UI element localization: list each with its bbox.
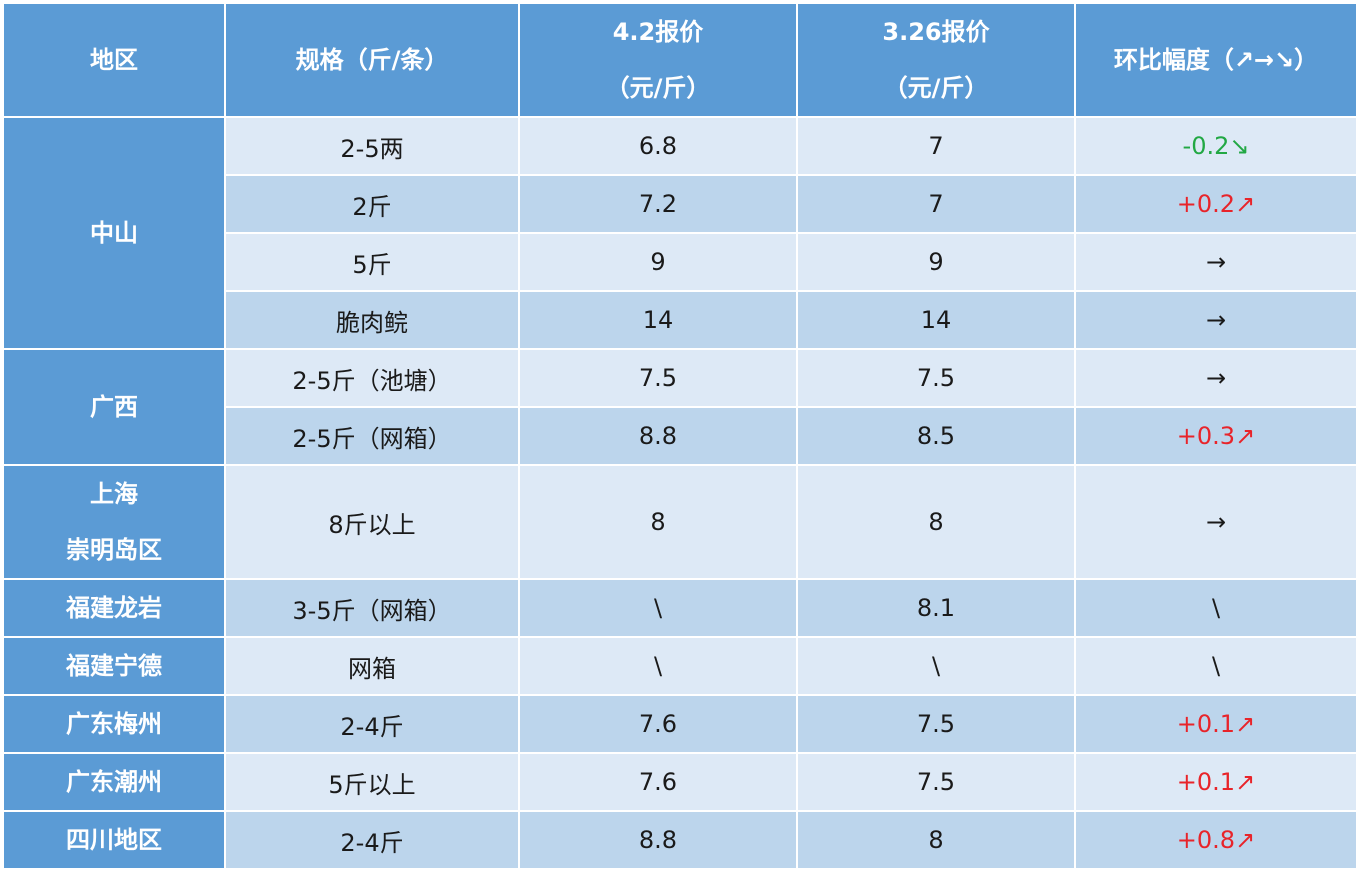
spec-cell: 5斤: [224, 232, 520, 292]
current-price-cell: 7.6: [518, 694, 798, 754]
table-row: 广西 2-5斤（池塘） 7.5 7.5 →: [2, 348, 1358, 466]
prev-price-cell: 7: [796, 174, 1076, 234]
region-shanghai: 上海 崇明岛区: [2, 464, 226, 580]
prev-price-cell: 7.5: [796, 694, 1076, 754]
change-cell: +0.1↗: [1074, 694, 1358, 754]
header-row: 地区 规格（斤/条） 4.2报价 （元/斤） 3.26报价 （元/斤） 环比幅度…: [2, 2, 1358, 118]
region-guangdong-meizhou: 广东梅州: [2, 694, 226, 754]
prev-price-cell: 14: [796, 290, 1076, 350]
header-price-current-unit: （元/斤）: [605, 74, 711, 102]
current-price-cell: 7.6: [518, 752, 798, 812]
current-price-cell: 14: [518, 290, 798, 350]
change-cell: →: [1074, 232, 1358, 292]
table-row: 5斤 9 9 →: [3, 232, 1358, 292]
spec-cell: 5斤以上: [224, 752, 520, 812]
prev-price-cell: 7: [796, 116, 1076, 176]
spec-cell: 2-5斤（网箱）: [224, 406, 520, 466]
prev-price-cell: \: [796, 636, 1076, 696]
spec-cell: 2-4斤: [224, 810, 520, 870]
header-change: 环比幅度（↗→↘）: [1074, 2, 1358, 118]
current-price-cell: 7.5: [518, 348, 798, 408]
header-price-prev: 3.26报价 （元/斤）: [796, 2, 1076, 118]
region-fujian-longyan: 福建龙岩: [2, 578, 226, 638]
region-guangxi: 广西: [2, 348, 226, 466]
header-price-prev-label: 3.26报价: [882, 18, 990, 46]
table-row: 四川地区 2-4斤 8.8 8 +0.8↗: [2, 810, 1358, 870]
table-row: 福建龙岩 3-5斤（网箱） \ 8.1 \: [2, 578, 1358, 638]
current-price-cell: 8.8: [518, 810, 798, 870]
table-row: 脆肉鲩 14 14 →: [3, 290, 1358, 350]
current-price-cell: 9: [518, 232, 798, 292]
spec-cell: 2斤: [224, 174, 520, 234]
current-price-cell: 7.2: [518, 174, 798, 234]
region-guangdong-chaozhou: 广东潮州: [2, 752, 226, 812]
change-cell: \: [1074, 578, 1358, 638]
table-row: 广东潮州 5斤以上 7.6 7.5 +0.1↗: [2, 752, 1358, 812]
header-region: 地区: [2, 2, 226, 118]
spec-cell: 2-5斤（池塘）: [224, 348, 520, 408]
region-sichuan: 四川地区: [2, 810, 226, 870]
table-row: 中山 2-5两 6.8 7 -0.2↘: [2, 116, 1358, 350]
spec-cell: 8斤以上: [224, 464, 520, 580]
current-price-cell: 8: [518, 464, 798, 580]
prev-price-cell: 7.5: [796, 752, 1076, 812]
table-row: 广东梅州 2-4斤 7.6 7.5 +0.1↗: [2, 694, 1358, 754]
spec-cell: 网箱: [224, 636, 520, 696]
spec-cell: 2-4斤: [224, 694, 520, 754]
table-row: 上海 崇明岛区 8斤以上 8 8 →: [2, 464, 1358, 580]
spec-cell: 2-5两: [224, 116, 520, 176]
prev-price-cell: 8.5: [796, 406, 1076, 466]
change-cell: \: [1074, 636, 1358, 696]
prev-price-cell: 9: [796, 232, 1076, 292]
change-cell: -0.2↘: [1074, 116, 1358, 176]
table-row: 2斤 7.2 7 +0.2↗: [3, 174, 1358, 234]
header-price-prev-unit: （元/斤）: [883, 74, 989, 102]
prev-price-cell: 8.1: [796, 578, 1076, 638]
change-cell: +0.1↗: [1074, 752, 1358, 812]
spec-cell: 3-5斤（网箱）: [224, 578, 520, 638]
region-zhongshan: 中山: [2, 116, 226, 350]
table-row: 2-5斤（网箱） 8.8 8.5 +0.3↗: [3, 406, 1358, 466]
region-shanghai-line1: 上海: [90, 480, 138, 508]
table-row: 福建宁德 网箱 \ \ \: [2, 636, 1358, 696]
change-cell: →: [1074, 290, 1358, 350]
region-fujian-ningde: 福建宁德: [2, 636, 226, 696]
current-price-cell: \: [518, 636, 798, 696]
header-price-current: 4.2报价 （元/斤）: [518, 2, 798, 118]
header-spec: 规格（斤/条）: [224, 2, 520, 118]
header-price-current-label: 4.2报价: [612, 18, 704, 46]
change-cell: +0.2↗: [1074, 174, 1358, 234]
prev-price-cell: 8: [796, 810, 1076, 870]
current-price-cell: \: [518, 578, 798, 638]
change-cell: +0.3↗: [1074, 406, 1358, 466]
change-cell: →: [1074, 464, 1358, 580]
change-cell: →: [1074, 348, 1358, 408]
prev-price-cell: 7.5: [796, 348, 1076, 408]
current-price-cell: 6.8: [518, 116, 798, 176]
current-price-cell: 8.8: [518, 406, 798, 466]
change-cell: +0.8↗: [1074, 810, 1358, 870]
region-shanghai-line2: 崇明岛区: [66, 536, 162, 564]
prev-price-cell: 8: [796, 464, 1076, 580]
spec-cell: 脆肉鲩: [224, 290, 520, 350]
